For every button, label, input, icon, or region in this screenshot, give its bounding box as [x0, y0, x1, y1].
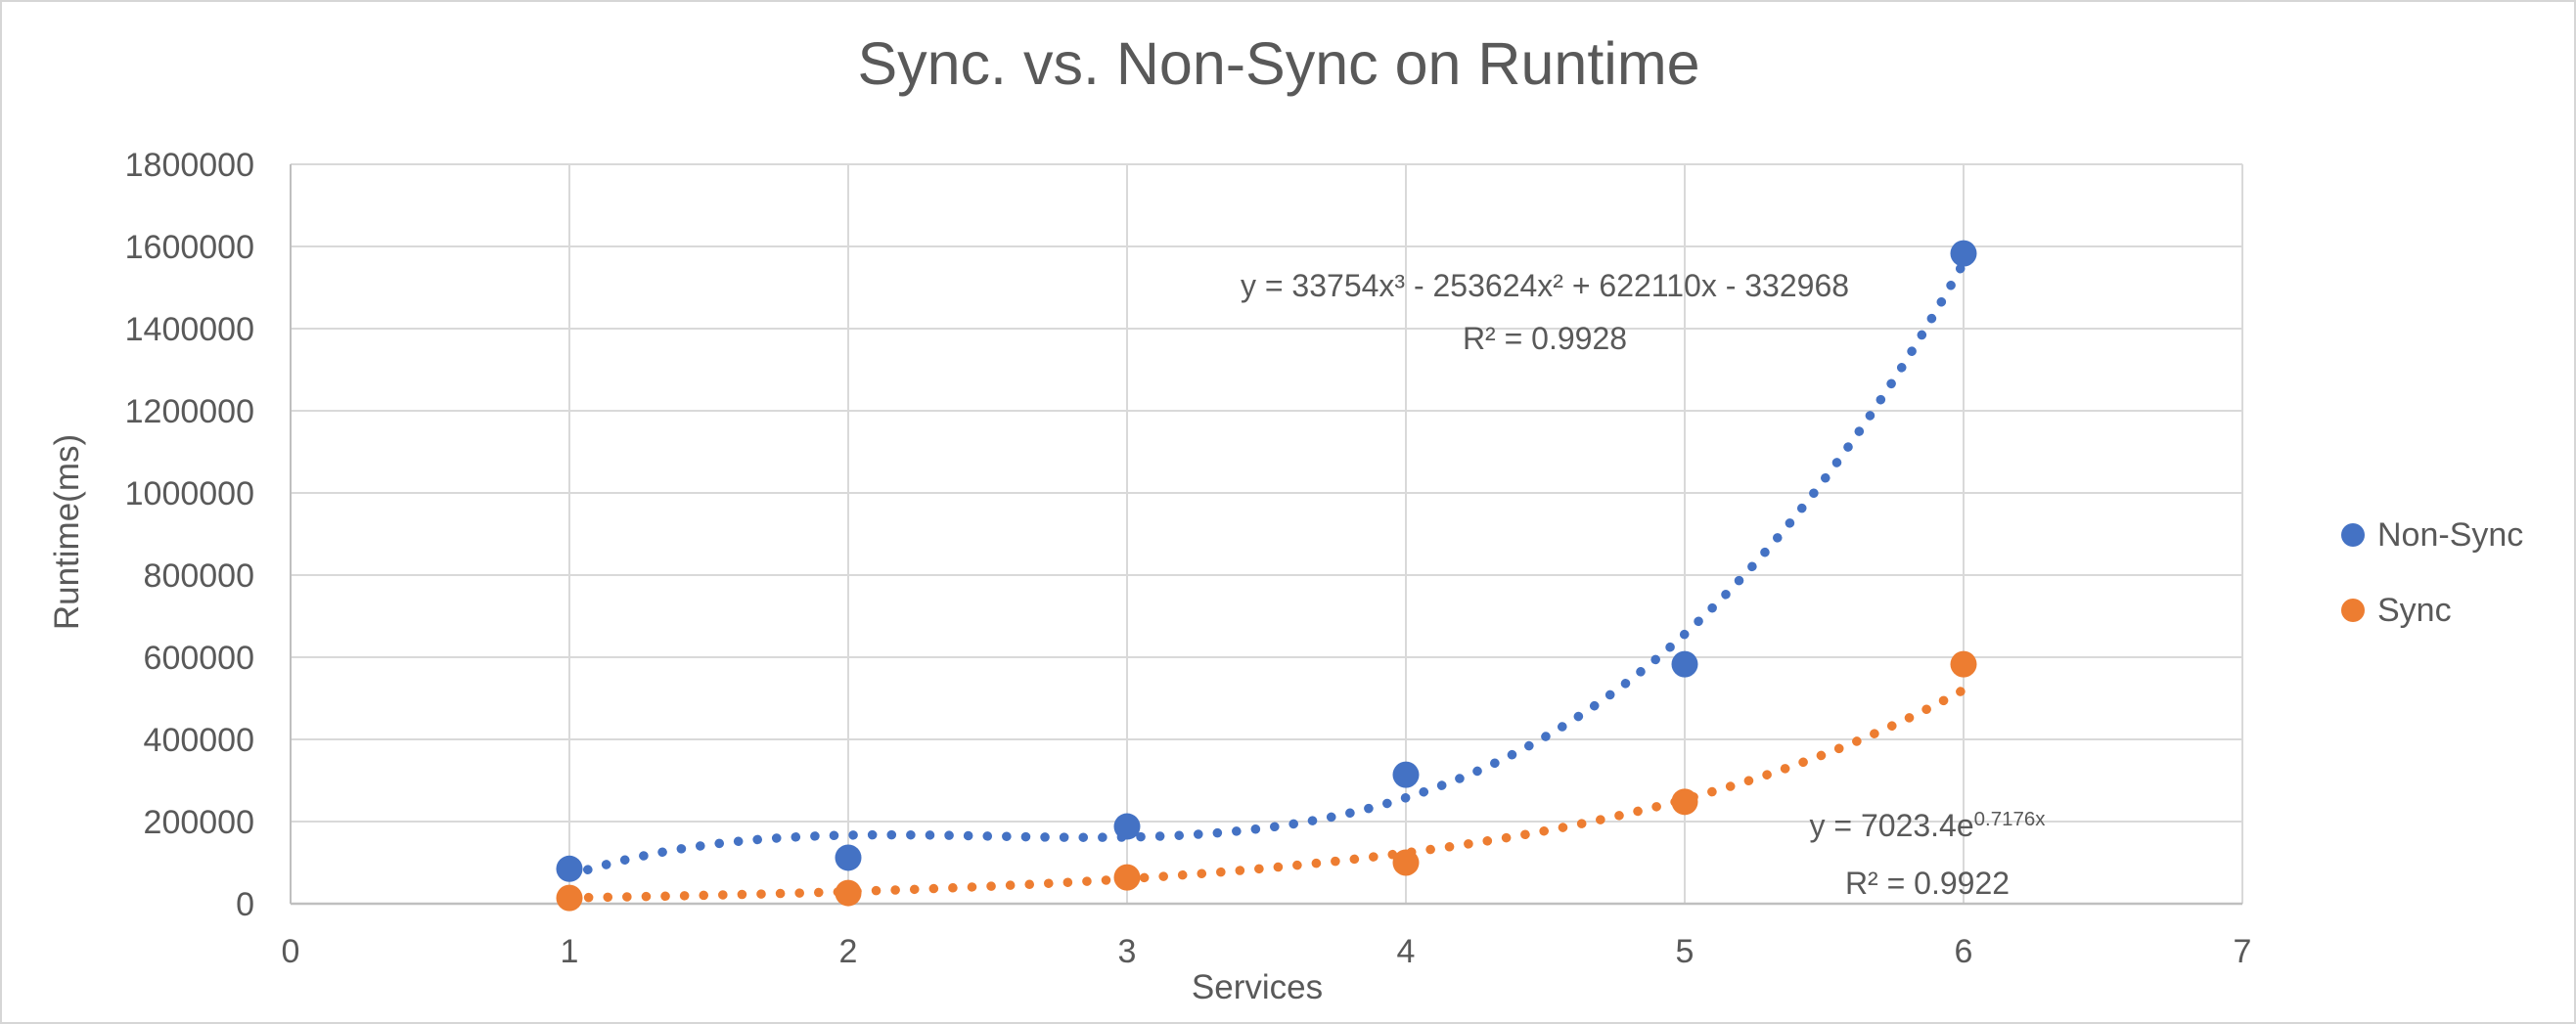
legend-label: Sync: [2377, 591, 2452, 629]
data-point-non-sync[interactable]: [1113, 813, 1141, 840]
data-point-sync[interactable]: [556, 884, 583, 912]
x-tick-label: 6: [1955, 933, 1973, 970]
x-tick-label: 2: [839, 933, 858, 970]
x-tick-label: 0: [282, 933, 300, 970]
data-point-sync[interactable]: [1950, 650, 1977, 678]
data-point-non-sync[interactable]: [835, 844, 862, 871]
equation-exponent: 0.7176x: [1973, 807, 2046, 830]
legend-entry-non-sync[interactable]: Non-Sync: [2341, 515, 2523, 555]
y-tick-label: 1600000: [125, 229, 254, 266]
y-tick-label: 1200000: [125, 393, 254, 430]
r-squared-line: R² = 0.9922: [1844, 866, 2011, 901]
y-tick-label: 0: [236, 886, 254, 923]
trendline-equation-sync: y = 7023.4e0.7176x R² = 0.9922: [1810, 799, 2046, 910]
y-tick-label: 1400000: [125, 311, 254, 348]
y-tick-label: 600000: [144, 640, 254, 677]
data-point-non-sync[interactable]: [1950, 240, 1977, 267]
data-point-sync[interactable]: [1113, 864, 1141, 891]
y-tick-label: 1000000: [125, 475, 254, 512]
equation-line: y = 33754x³ - 253624x² + 622110x - 33296…: [1240, 268, 1850, 303]
legend-label: Non-Sync: [2377, 515, 2524, 554]
legend: Non-Sync Sync: [2341, 515, 2523, 666]
data-point-sync[interactable]: [1392, 849, 1420, 876]
y-tick-label: 400000: [144, 722, 254, 759]
chart-title: Sync. vs. Non-Sync on Runtime: [857, 30, 1700, 97]
data-point-sync[interactable]: [1671, 788, 1698, 816]
equation-line: y = 7023.4e0.7176x: [1809, 807, 2046, 843]
data-point-non-sync[interactable]: [1392, 761, 1420, 788]
trendline-sync: [565, 685, 1968, 903]
data-point-non-sync[interactable]: [556, 855, 583, 882]
legend-marker-icon: [2341, 599, 2365, 622]
r-squared-line: R² = 0.9928: [1462, 321, 1628, 356]
y-axis-title: Runtime(ms): [48, 433, 86, 631]
data-point-non-sync[interactable]: [1671, 650, 1698, 678]
y-tick-label: 1800000: [125, 147, 254, 184]
x-axis-title: Services: [1191, 968, 1324, 1006]
x-tick-label: 3: [1118, 933, 1137, 970]
data-point-sync[interactable]: [835, 879, 862, 907]
x-tick-label: 4: [1397, 933, 1416, 970]
legend-entry-sync[interactable]: Sync: [2341, 591, 2523, 630]
y-tick-label: 200000: [144, 804, 254, 841]
legend-marker-icon: [2341, 523, 2365, 547]
x-tick-label: 5: [1676, 933, 1695, 970]
x-tick-label: 1: [561, 933, 579, 970]
trendline-equation-non-sync: y = 33754x³ - 253624x² + 622110x - 33296…: [1241, 259, 1849, 365]
y-tick-label: 800000: [144, 557, 254, 595]
x-tick-label: 7: [2234, 933, 2252, 970]
